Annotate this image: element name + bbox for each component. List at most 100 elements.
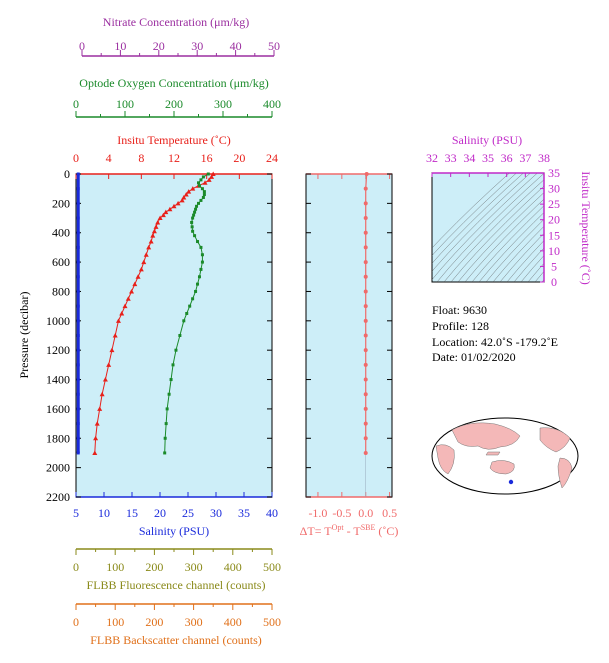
ts-contour-line — [499, 233, 544, 282]
temperature-point — [122, 303, 128, 309]
oxygen-point — [163, 436, 167, 440]
nitrate-axis-tick-label: 0 — [79, 39, 85, 53]
ts-contour-line — [471, 205, 544, 282]
temperature-point — [135, 274, 141, 279]
delta-t-point — [363, 201, 368, 206]
temperature-point — [167, 206, 173, 212]
salinity-point — [76, 201, 80, 205]
oxygen-point — [202, 193, 206, 197]
nitrate-axis-tick-label: 10 — [114, 39, 126, 53]
temperature-point — [129, 288, 135, 294]
fluorescence-axis-title: FLBB Fluorescence channel (counts) — [87, 578, 266, 592]
fluorescence-axis-tick-label: 400 — [224, 560, 242, 574]
oxygen-point — [199, 245, 203, 249]
temperature-point — [210, 171, 216, 176]
backscatter-axis-tick-label: 500 — [263, 615, 281, 629]
salinity-tick-label: 10 — [98, 506, 110, 520]
pressure-tick-label: 800 — [52, 284, 70, 298]
ts-contour-line — [432, 173, 517, 256]
ts-contour-line — [485, 219, 544, 282]
pressure-tick-label: 600 — [52, 255, 70, 269]
salinity-tick-label: 25 — [182, 506, 194, 520]
salinity-tick-label: 30 — [210, 506, 222, 520]
salinity-point — [76, 231, 80, 235]
ts-contour-line — [432, 173, 531, 272]
pressure-tick-label: 2200 — [46, 490, 70, 504]
temperature-tick-label: 24 — [266, 151, 278, 165]
delta-t-tick-label: -0.5 — [332, 506, 351, 520]
temperature-point — [157, 215, 163, 221]
temperature-point — [209, 174, 215, 179]
salinity-tick-label: 40 — [266, 506, 278, 520]
oxygen-point — [191, 297, 195, 301]
oxygen-point — [174, 348, 178, 352]
pressure-tick-label: 1800 — [46, 431, 70, 445]
temperature-point — [181, 194, 187, 200]
ts-contour-line — [464, 198, 544, 282]
delta-t-point — [364, 172, 369, 176]
delta-t-panel — [305, 173, 393, 498]
delta-t-point — [363, 186, 368, 191]
ts-salinity-tick-label: 32 — [426, 151, 438, 165]
salinity-point — [76, 422, 80, 426]
salinity-point — [76, 378, 80, 382]
ts-diagram-panel — [431, 172, 545, 283]
pressure-tick-label: 0 — [64, 167, 70, 181]
delta-t-point — [363, 289, 368, 294]
ts-temperature-tick-label: 25 — [548, 197, 560, 211]
temperature-point — [183, 192, 189, 197]
pressure-tick-label: 200 — [52, 196, 70, 210]
salinity-point — [76, 436, 80, 440]
temperature-point — [146, 244, 152, 250]
oxygen-point — [197, 275, 201, 279]
pressure-tick-label: 1600 — [46, 402, 70, 416]
world-map — [431, 417, 579, 495]
profile-number: Profile: 128 — [432, 319, 489, 333]
oxygen-point — [169, 378, 173, 382]
delta-t-point — [363, 274, 368, 279]
ts-temperature-tick-label: 20 — [548, 213, 560, 227]
temperature-point — [115, 318, 121, 323]
delta-t-point — [363, 260, 368, 265]
salinity-point — [76, 260, 80, 264]
ts-temperature-tick-label: 0 — [551, 275, 557, 289]
oxygen-axis-tick-label: 300 — [214, 97, 232, 111]
temperature-point — [93, 435, 99, 441]
temperature-tick-label: 20 — [233, 151, 245, 165]
ts-contour-line — [492, 225, 544, 282]
delta-t-point — [363, 318, 368, 323]
oxygen-point — [200, 260, 204, 264]
landmass-south-america — [557, 457, 573, 489]
salinity-point — [76, 216, 80, 220]
oxygen-point — [185, 311, 189, 315]
ts-contour-line — [436, 173, 544, 282]
ts-salinity-tick-label: 36 — [501, 151, 513, 165]
ts-temperature-tick-label: 15 — [548, 228, 560, 242]
landmass-north-america — [539, 427, 571, 453]
ts-contour-line — [432, 173, 510, 249]
oxygen-point — [197, 181, 200, 185]
oxygen-point — [192, 213, 196, 217]
temperature-point — [143, 252, 149, 257]
temperature-point — [190, 186, 196, 191]
oxygen-point — [191, 229, 195, 233]
temperature-point — [141, 259, 147, 265]
temperature-point — [163, 209, 169, 215]
ts-density-contours — [432, 173, 544, 282]
temperature-point — [125, 296, 131, 301]
delta-t-tick-label: 0.0 — [358, 506, 373, 520]
oxygen-point — [194, 289, 198, 293]
ts-contour-line — [450, 185, 544, 282]
temperature-tick-label: 16 — [201, 151, 213, 165]
ts-contour-line — [527, 262, 544, 282]
ts-contour-line — [513, 247, 544, 282]
landmass-asia — [451, 422, 521, 450]
oxygen-point — [182, 319, 186, 323]
delta-t-point — [363, 406, 368, 411]
salinity-tick-label: 20 — [154, 506, 166, 520]
salinity-point — [76, 319, 80, 323]
oxygen-point — [199, 267, 203, 271]
backscatter-axis-tick-label: 0 — [73, 615, 79, 629]
temperature-point — [151, 228, 157, 234]
